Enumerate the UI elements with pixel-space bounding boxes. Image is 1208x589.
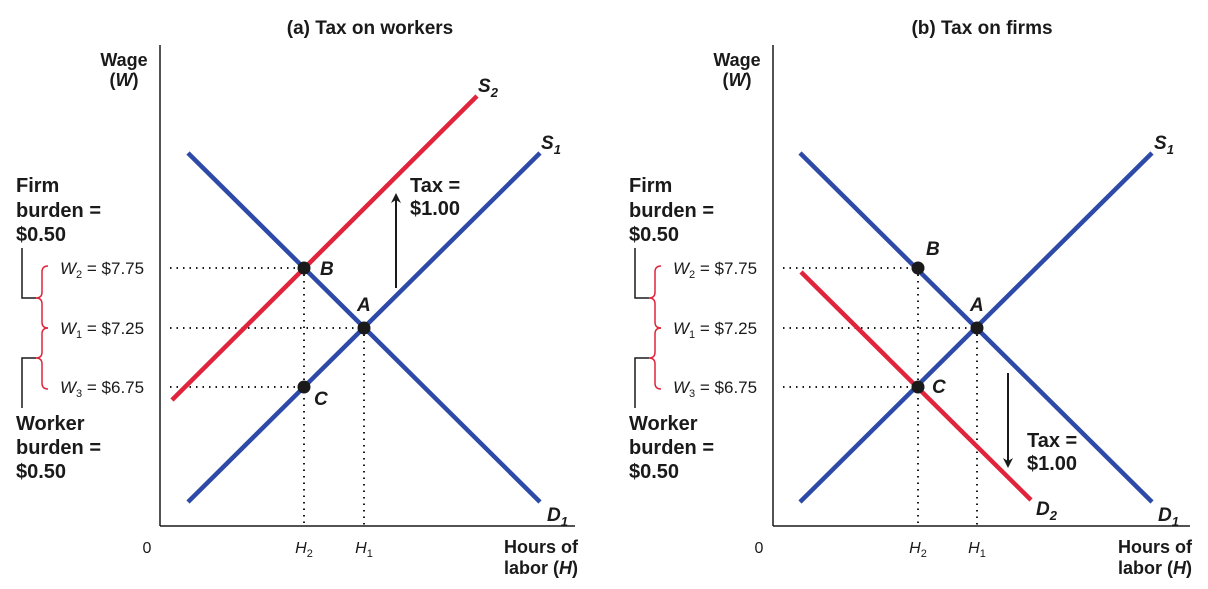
panel-b-point-c xyxy=(911,380,925,394)
panel-b-worker-bracket xyxy=(634,357,649,408)
panel-b-point-a xyxy=(970,321,984,335)
panel-b-x-axis-var: labor (H) xyxy=(1118,558,1192,578)
panel-a-point-a xyxy=(357,321,371,335)
panel-b-label-d2: D2 xyxy=(1036,499,1058,523)
panel-a-y-axis-var: (W) xyxy=(110,70,139,90)
panel-a-origin: 0 xyxy=(143,540,152,557)
panel-a-worker-burden-2: burden = xyxy=(16,437,101,459)
panel-a-brace-upper xyxy=(35,265,49,329)
panel-b-worker-burden-2: burden = xyxy=(629,437,714,459)
panel-b-label-d1: D1 xyxy=(1158,505,1179,529)
panel-a-point-c xyxy=(297,380,311,394)
panel-a-wage-label-w2: W2 = $7.75 xyxy=(60,259,144,281)
panel-a-worker-bracket xyxy=(21,357,36,408)
panel-b-point-a-label: A xyxy=(969,295,984,316)
panel-a-worker-burden-3: $0.50 xyxy=(16,461,66,483)
panel-b-y-axis-var: (W) xyxy=(723,70,752,90)
panel-b-tax-label-2: $1.00 xyxy=(1027,453,1077,475)
panel-b-tax-label-1: Tax = xyxy=(1027,430,1077,452)
panel-a-label-s2: S2 xyxy=(478,76,499,100)
panel-a-point-c-label: C xyxy=(314,389,328,410)
panel-a-tax-label-2: $1.00 xyxy=(410,198,460,220)
panel-b-firm-bracket xyxy=(634,248,649,299)
panel-b-point-b xyxy=(911,261,925,275)
panel-b-brace-lower xyxy=(648,327,662,390)
panel-a-x-axis-label: Hours of xyxy=(504,537,579,557)
panel-a-label-d1: D1 xyxy=(547,505,568,529)
panel-b-firm-burden-2: burden = xyxy=(629,200,714,222)
panel-a-label-s1: S1 xyxy=(541,133,561,157)
panel-b-point-b-label: B xyxy=(926,239,940,260)
panel-b-point-c-label: C xyxy=(932,377,946,398)
panel-a-y-axis-label: Wage xyxy=(100,50,147,70)
panel-a-brace-lower xyxy=(35,327,49,390)
panel-a-x-axis-var: labor (H) xyxy=(504,558,578,578)
panel-a-tick-h1: H1 xyxy=(355,540,373,560)
panel-b-worker-burden-3: $0.50 xyxy=(629,461,679,483)
panel-a-firm-burden-2: burden = xyxy=(16,200,101,222)
panel-b-firm-burden-1: Firm xyxy=(629,175,672,197)
panel-a-tax-label-1: Tax = xyxy=(410,175,460,197)
panel-a-point-b xyxy=(297,261,311,275)
panel-a: (a) Tax on workers Wage (W) 0 Hours of l… xyxy=(16,18,579,578)
panel-b-wage-label-w2: W2 = $7.75 xyxy=(673,259,757,281)
panel-a-firm-bracket xyxy=(21,248,36,299)
panel-a-point-b-label: B xyxy=(320,259,334,280)
panel-a-title: (a) Tax on workers xyxy=(287,18,453,39)
panel-b-worker-burden-1: Worker xyxy=(629,413,698,435)
panel-a-wage-label-w1: W1 = $7.25 xyxy=(60,319,144,341)
panel-a-supply-curve-s2 xyxy=(170,94,479,402)
panel-a-point-a-label: A xyxy=(356,295,371,316)
panel-b-title: (b) Tax on firms xyxy=(911,18,1052,39)
panel-a-firm-burden-1: Firm xyxy=(16,175,59,197)
panel-b-label-s1: S1 xyxy=(1154,133,1174,157)
panel-b-origin: 0 xyxy=(755,540,764,557)
panel-b-tick-h1: H1 xyxy=(968,540,986,560)
panel-a-firm-burden-3: $0.50 xyxy=(16,224,66,246)
panel-b: (b) Tax on firms Wage (W) 0 Hours of lab… xyxy=(629,18,1193,578)
panel-b-y-axis-label: Wage xyxy=(713,50,760,70)
panel-b-tick-h2: H2 xyxy=(909,540,927,560)
panel-a-worker-burden-1: Worker xyxy=(16,413,85,435)
panel-a-wage-label-w3: W3 = $6.75 xyxy=(60,378,144,400)
panel-b-x-axis-label: Hours of xyxy=(1118,537,1193,557)
panel-b-firm-burden-3: $0.50 xyxy=(629,224,679,246)
panel-b-brace-upper xyxy=(648,265,662,329)
panel-b-wage-label-w3: W3 = $6.75 xyxy=(673,378,757,400)
panel-b-wage-label-w1: W1 = $7.25 xyxy=(673,319,757,341)
panel-a-tick-h2: H2 xyxy=(295,540,313,560)
